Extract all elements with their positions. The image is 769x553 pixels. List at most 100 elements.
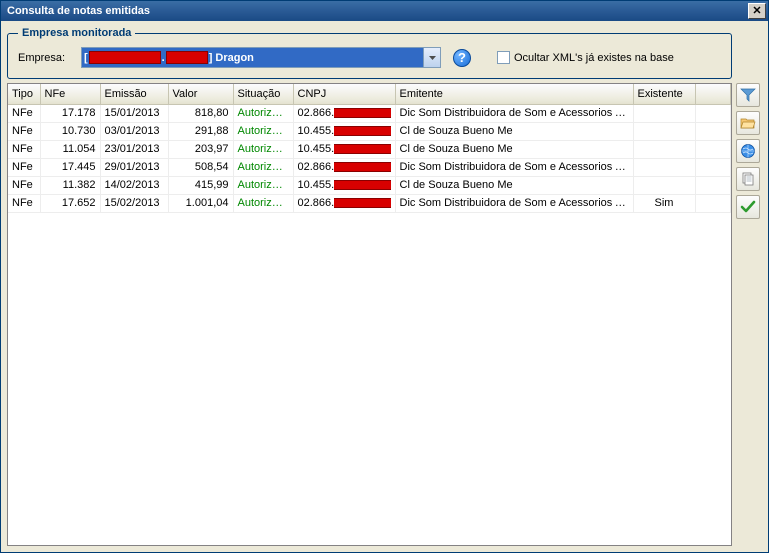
- empresa-legend: Empresa monitorada: [18, 27, 135, 39]
- cell-filler: [695, 140, 731, 158]
- cell-emissao: 23/01/2013: [100, 140, 168, 158]
- cell-cnpj: 10.455.: [293, 140, 395, 158]
- side-toolbar: [736, 27, 762, 546]
- col-header-filler: [695, 84, 731, 104]
- copy-icon: [740, 171, 756, 187]
- hide-xml-label: Ocultar XML's já existes na base: [514, 52, 674, 64]
- col-header-valor[interactable]: Valor: [168, 84, 233, 104]
- table-row[interactable]: NFe17.65215/02/20131.001,04Autorizada02.…: [8, 194, 731, 212]
- folder-open-icon: [740, 115, 756, 131]
- cell-tipo: NFe: [8, 104, 40, 122]
- cell-tipo: NFe: [8, 158, 40, 176]
- cell-existente: [633, 158, 695, 176]
- table-row[interactable]: NFe11.05423/01/2013203,97Autorizada10.45…: [8, 140, 731, 158]
- table-row[interactable]: NFe11.38214/02/2013415,99Autorizada10.45…: [8, 176, 731, 194]
- col-header-situacao[interactable]: Situação: [233, 84, 293, 104]
- main-column: Empresa monitorada Empresa: [ . ] Dragon: [7, 27, 732, 546]
- table-row[interactable]: NFe17.44529/01/2013508,54Autorizada02.86…: [8, 158, 731, 176]
- cell-existente: [633, 176, 695, 194]
- cell-valor: 818,80: [168, 104, 233, 122]
- col-header-emitente[interactable]: Emitente: [395, 84, 633, 104]
- cell-situacao: Autorizada: [233, 122, 293, 140]
- open-button[interactable]: [736, 111, 760, 135]
- cell-emitente: Dic Som Distribuidora de Som e Acessorio…: [395, 194, 633, 212]
- redacted-block: [334, 180, 390, 190]
- cell-valor: 415,99: [168, 176, 233, 194]
- hide-xml-checkbox-wrap: Ocultar XML's já existes na base: [497, 51, 674, 64]
- cell-valor: 1.001,04: [168, 194, 233, 212]
- filter-button[interactable]: [736, 83, 760, 107]
- cell-valor: 203,97: [168, 140, 233, 158]
- chevron-down-icon: [423, 48, 440, 67]
- cell-emitente: Dic Som Distribuidora de Som e Acessorio…: [395, 104, 633, 122]
- cell-existente: Sim: [633, 194, 695, 212]
- cell-filler: [695, 176, 731, 194]
- cell-nfe: 11.054: [40, 140, 100, 158]
- cell-situacao: Autorizada: [233, 140, 293, 158]
- grid-table: Tipo NFe Emissão Valor Situação CNPJ Emi…: [8, 84, 731, 213]
- cell-situacao: Autorizada: [233, 176, 293, 194]
- empresa-combo[interactable]: [ . ] Dragon: [81, 47, 441, 68]
- cell-filler: [695, 194, 731, 212]
- info-button[interactable]: [736, 139, 760, 163]
- confirm-button[interactable]: [736, 195, 760, 219]
- cell-emitente: Cl de Souza Bueno Me: [395, 122, 633, 140]
- cell-situacao: Autorizada: [233, 104, 293, 122]
- col-header-cnpj[interactable]: CNPJ: [293, 84, 395, 104]
- redacted-block: [334, 126, 390, 136]
- close-button[interactable]: ✕: [748, 3, 766, 19]
- empresa-row: Empresa: [ . ] Dragon ?: [18, 47, 721, 68]
- cell-cnpj: 02.866.: [293, 194, 395, 212]
- cell-existente: [633, 140, 695, 158]
- cell-cnpj: 10.455.: [293, 176, 395, 194]
- redacted-block: [166, 51, 208, 64]
- cell-tipo: NFe: [8, 194, 40, 212]
- cell-nfe: 17.445: [40, 158, 100, 176]
- cell-cnpj: 02.866.: [293, 158, 395, 176]
- cell-filler: [695, 104, 731, 122]
- funnel-icon: [740, 87, 756, 103]
- redacted-block: [334, 198, 390, 208]
- redacted-block: [334, 144, 390, 154]
- help-icon[interactable]: ?: [453, 49, 471, 67]
- empresa-label: Empresa:: [18, 52, 73, 64]
- cell-filler: [695, 158, 731, 176]
- empresa-combo-text: Dragon: [213, 52, 256, 64]
- cell-tipo: NFe: [8, 140, 40, 158]
- close-icon: ✕: [752, 6, 761, 17]
- cell-valor: 291,88: [168, 122, 233, 140]
- cell-existente: [633, 104, 695, 122]
- col-header-existente[interactable]: Existente: [633, 84, 695, 104]
- check-icon: [739, 198, 757, 216]
- cell-valor: 508,54: [168, 158, 233, 176]
- empresa-fieldset: Empresa monitorada Empresa: [ . ] Dragon: [7, 27, 732, 79]
- globe-icon: [740, 143, 756, 159]
- cell-cnpj: 02.866.: [293, 104, 395, 122]
- col-header-emissao[interactable]: Emissão: [100, 84, 168, 104]
- cell-tipo: NFe: [8, 176, 40, 194]
- cell-existente: [633, 122, 695, 140]
- cell-nfe: 10.730: [40, 122, 100, 140]
- cell-cnpj: 10.455.: [293, 122, 395, 140]
- redacted-block: [334, 162, 390, 172]
- cell-filler: [695, 122, 731, 140]
- window-titlebar: Consulta de notas emitidas ✕: [1, 1, 768, 21]
- redacted-block: [334, 108, 390, 118]
- col-header-tipo[interactable]: Tipo: [8, 84, 40, 104]
- copy-button[interactable]: [736, 167, 760, 191]
- grid-header-row: Tipo NFe Emissão Valor Situação CNPJ Emi…: [8, 84, 731, 104]
- table-row[interactable]: NFe17.17815/01/2013818,80Autorizada02.86…: [8, 104, 731, 122]
- cell-emissao: 29/01/2013: [100, 158, 168, 176]
- col-header-nfe[interactable]: NFe: [40, 84, 100, 104]
- redacted-block: [89, 51, 161, 64]
- window-title: Consulta de notas emitidas: [7, 5, 748, 17]
- table-row[interactable]: NFe10.73003/01/2013291,88Autorizada10.45…: [8, 122, 731, 140]
- cell-emissao: 14/02/2013: [100, 176, 168, 194]
- cell-nfe: 11.382: [40, 176, 100, 194]
- cell-emissao: 15/01/2013: [100, 104, 168, 122]
- cell-situacao: Autorizada: [233, 158, 293, 176]
- hide-xml-checkbox[interactable]: [497, 51, 510, 64]
- cell-emitente: Dic Som Distribuidora de Som e Acessorio…: [395, 158, 633, 176]
- cell-emissao: 15/02/2013: [100, 194, 168, 212]
- cell-emitente: Cl de Souza Bueno Me: [395, 140, 633, 158]
